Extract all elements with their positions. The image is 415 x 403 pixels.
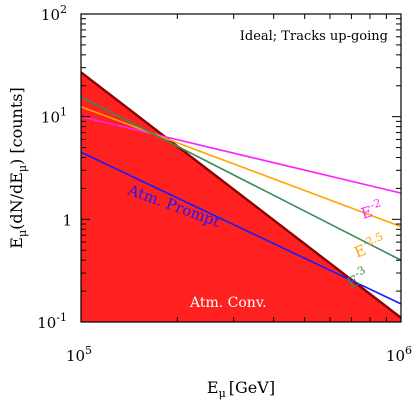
annotation: Ideal; Tracks up-going: [240, 29, 388, 44]
y-tick-label: 101: [41, 106, 67, 127]
y-tick-label: 102: [41, 3, 67, 24]
series-line-1: [81, 151, 401, 305]
label-e-2: E-2: [358, 196, 385, 222]
series-line-4: [81, 96, 401, 261]
x-tick-label: 105: [66, 344, 92, 365]
series-edge-atm-conv: [81, 71, 401, 319]
label-e-2-5: E-2.5: [350, 230, 388, 262]
x-tick-label: 106: [386, 344, 412, 365]
series-line-3: [81, 105, 401, 228]
series-line-2: [81, 115, 401, 194]
x-axis-label: Eμ [GeV]: [207, 378, 275, 400]
plot-frame: [80, 13, 402, 323]
y-tick-label: 1: [62, 211, 72, 229]
y-tick-label: 10-1: [37, 311, 67, 332]
label-atm-conv: Atm. Conv.: [189, 295, 267, 311]
plot-series: [81, 71, 401, 322]
axis-ticks: 10-1 1 101 102 105 106: [37, 3, 412, 365]
y-axis-label: Eμ(dN/dEμ) [counts]: [7, 87, 29, 248]
